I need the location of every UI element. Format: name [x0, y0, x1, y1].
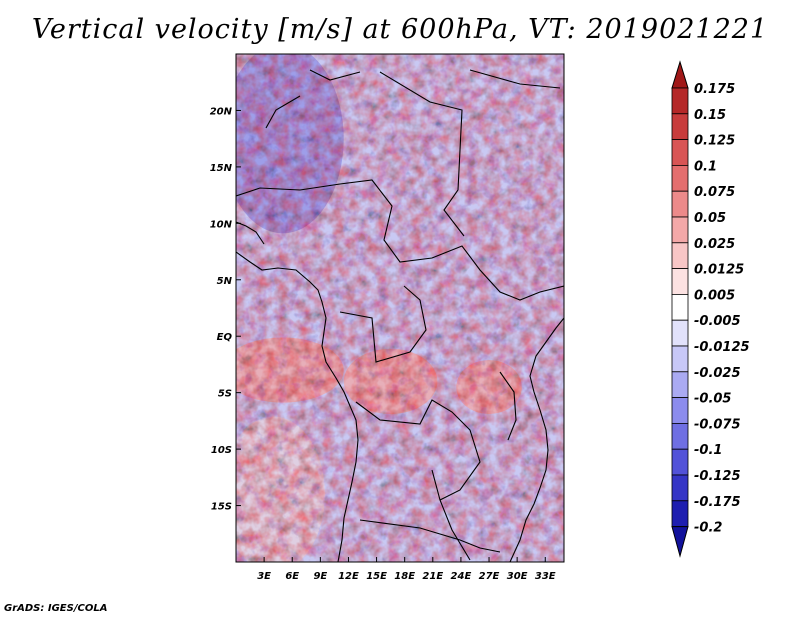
colorbar-label: -0.125 [694, 469, 741, 484]
coastline-and-borders [236, 69, 564, 562]
x-tick-label: 12E [338, 571, 359, 582]
colorbar-label: -0.025 [694, 366, 741, 381]
x-tick-label: 27E [479, 571, 500, 582]
colorbar-swatch [671, 422, 689, 450]
colorbar-label: -0.005 [694, 314, 741, 329]
y-tick-label: 5N [217, 276, 233, 287]
colorbar: 0.175 0.15 0.125 0.1 0.075 0.05 0.025 0.0125 0.0… [671, 60, 750, 558]
colorbar-swatch [671, 397, 689, 424]
y-tick-label: EQ [217, 332, 233, 343]
colorbar-label: 0.125 [694, 134, 735, 149]
colorbar-arrow-top [671, 60, 689, 89]
colorbar-swatch [671, 500, 689, 527]
plot-area [236, 54, 564, 562]
colorbar-swatch [671, 371, 689, 398]
x-tick-label: 33E [535, 571, 556, 582]
colorbar-label: 0.005 [694, 288, 735, 303]
colorbar-swatch [671, 242, 689, 270]
x-tick-label: 3E [257, 571, 271, 582]
colorbar-swatch [671, 113, 689, 141]
x-tick-label: 21E [422, 571, 443, 582]
colorbar-label: 0.05 [694, 211, 726, 226]
colorbar-swatch [671, 139, 689, 166]
colorbar-label: -0.05 [694, 392, 731, 407]
colorbar-label: 0.1 [694, 159, 717, 174]
colorbar-swatch [671, 293, 689, 321]
x-tick-label: 30E [507, 571, 528, 582]
x-tick-label: 18E [394, 571, 415, 582]
colorbar-swatch [671, 448, 689, 476]
plot-frame [235, 53, 565, 563]
colorbar-swatch [671, 190, 689, 218]
colorbar-label: -0.075 [694, 417, 741, 432]
chart-title: Vertical velocity [m/s] at 600hPa, VT: 2… [31, 14, 769, 45]
colorbar-swatch [671, 87, 689, 115]
colorbar-label: -0.175 [694, 495, 741, 510]
y-axis: 20N 15N 10N 5N EQ 5S 10S 15S [210, 106, 241, 513]
y-tick-label: 15S [211, 502, 232, 513]
x-tick-label: 6E [285, 571, 299, 582]
colorbar-swatch [671, 268, 689, 295]
y-tick-label: 10N [210, 219, 233, 230]
colorbar-label: 0.0125 [694, 263, 744, 278]
colorbar-arrow-bottom [671, 526, 689, 558]
colorbar-swatch [671, 216, 689, 244]
colorbar-swatch [671, 474, 689, 502]
colorbar-label: 0.025 [694, 237, 735, 252]
grads-credit: GrADS: IGES/COLA [4, 603, 108, 614]
y-tick-label: 10S [211, 445, 232, 456]
y-tick-label: 5S [218, 389, 232, 400]
colorbar-label: -0.0125 [694, 340, 750, 355]
colorbar-label: 0.175 [694, 82, 735, 97]
y-tick-label: 20N [210, 106, 233, 117]
x-axis: 3E 6E 9E 12E 15E 18E 21E 24E 27E 30E 33E [257, 557, 556, 582]
colorbar-swatch [671, 345, 689, 373]
x-tick-label: 9E [313, 571, 327, 582]
colorbar-swatch [671, 164, 689, 192]
colorbar-label: -0.1 [694, 443, 722, 458]
colorbar-label: 0.15 [694, 108, 726, 123]
field-texture [236, 54, 564, 562]
colorbar-label: 0.075 [694, 185, 735, 200]
colorbar-swatch [671, 319, 689, 347]
colorbar-label: -0.2 [694, 521, 722, 536]
x-tick-label: 15E [366, 571, 387, 582]
y-tick-label: 15N [210, 163, 233, 174]
x-tick-label: 24E [451, 571, 472, 582]
